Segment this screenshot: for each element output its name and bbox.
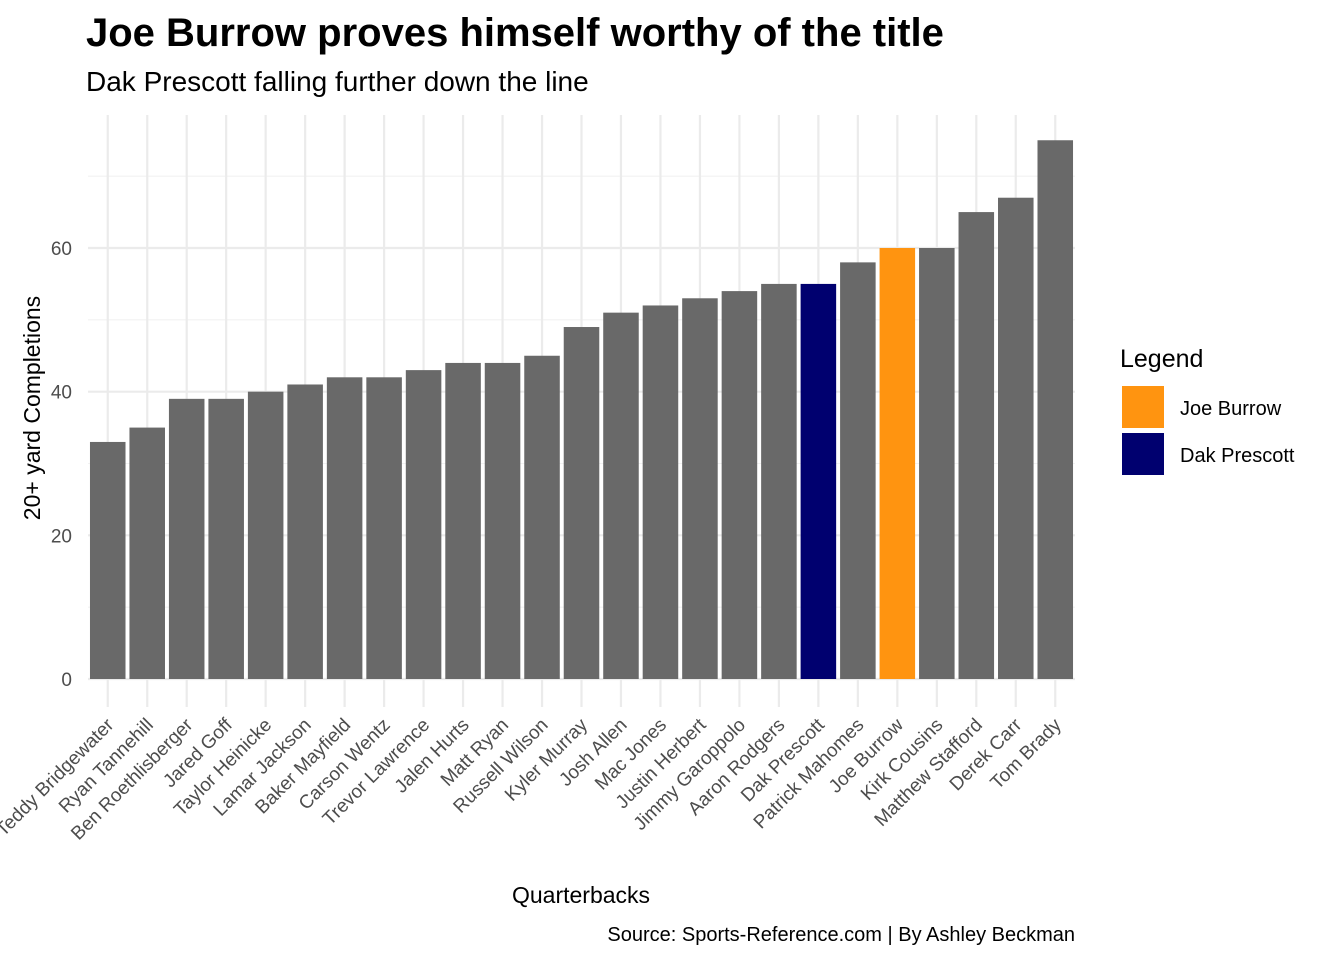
bar-taylor-heinicke [247, 391, 284, 679]
bar-carson-wentz [366, 377, 402, 679]
bar-ben-roethlisberger [168, 398, 205, 679]
bar-kyler-murray [563, 327, 600, 679]
bar-baker-mayfield [326, 377, 363, 679]
legend: Legend Joe Burrow Dak Prescott [1120, 345, 1295, 475]
bar-joe-burrow [879, 248, 916, 679]
y-tick-label: 40 [51, 383, 72, 404]
y-axis-title: 20+ yard Completions [19, 296, 45, 520]
legend-label-dak-prescott: Dak Prescott [1180, 445, 1295, 467]
bar-mac-jones [642, 305, 679, 679]
bar-josh-allen [603, 312, 639, 679]
bar-tom-brady [1037, 140, 1074, 679]
bar-kirk-cousins [919, 248, 955, 679]
bar-teddy-bridgewater [89, 441, 126, 679]
bar-trevor-lawrence [405, 370, 442, 679]
chart-subtitle: Dak Prescott falling further down the li… [86, 66, 589, 97]
y-tick-label: 20 [51, 526, 72, 547]
bar-matt-ryan [484, 362, 521, 679]
bar-matthew-stafford [958, 212, 995, 680]
bar-ryan-tannehill [129, 427, 165, 679]
bar-patrick-mahomes [840, 262, 876, 679]
bar-jimmy-garoppolo [721, 291, 758, 679]
bars [89, 140, 1074, 680]
legend-title: Legend [1120, 345, 1203, 373]
bar-jared-goff [208, 398, 244, 679]
bar-justin-herbert [682, 298, 718, 679]
bar-jalen-hurts [445, 362, 481, 679]
bar-dak-prescott [800, 283, 837, 679]
legend-label-joe-burrow: Joe Burrow [1180, 398, 1282, 420]
legend-swatch-dak-prescott [1122, 433, 1164, 475]
x-axis-title: Quarterbacks [512, 882, 650, 908]
bar-lamar-jackson [287, 384, 323, 679]
y-tick-label: 0 [61, 670, 72, 691]
bar-aaron-rodgers [761, 283, 797, 679]
chart-caption: Source: Sports-Reference.com | By Ashley… [607, 924, 1075, 946]
legend-swatch-joe-burrow [1122, 386, 1164, 428]
y-tick-label: 60 [51, 239, 72, 260]
bar-derek-carr [998, 197, 1034, 679]
chart-title: Joe Burrow proves himself worthy of the … [86, 11, 944, 55]
bar-russell-wilson [524, 355, 560, 679]
y-axis-ticks: 0 20 40 60 [51, 239, 72, 691]
